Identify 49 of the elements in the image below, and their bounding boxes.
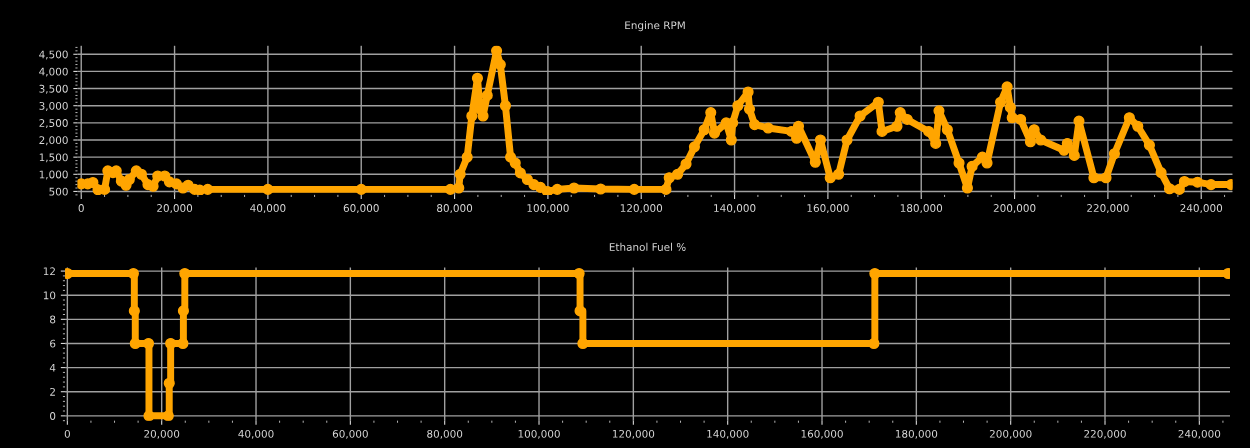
x-tick-label: 80,000 bbox=[427, 429, 463, 439]
x-tick-label: 140,000 bbox=[707, 429, 749, 439]
y-tick-label: 2,000 bbox=[39, 136, 68, 146]
y-tick-label: 4 bbox=[49, 363, 56, 372]
x-tick-label: 140,000 bbox=[714, 204, 756, 214]
x-tick-label: 20,000 bbox=[144, 429, 180, 439]
y-tick-label: 6 bbox=[50, 339, 56, 348]
x-tick-label: 240,000 bbox=[1180, 204, 1223, 214]
chart-title: Ethanol Fuel % bbox=[609, 242, 686, 251]
x-tick-label: 100,000 bbox=[527, 204, 569, 214]
point bbox=[128, 305, 140, 317]
x-tick-label: 160,000 bbox=[801, 429, 843, 439]
x-tick-label: 20,000 bbox=[157, 204, 193, 214]
x-tick-label: 220,000 bbox=[1084, 429, 1126, 439]
y-tick-label: 3,500 bbox=[39, 84, 68, 94]
x-tick-label: 80,000 bbox=[437, 204, 473, 214]
x-tick-label: 40,000 bbox=[250, 204, 286, 214]
x-tick-label: 120,000 bbox=[612, 429, 655, 439]
y-tick-label: 4,000 bbox=[39, 67, 68, 77]
y-tick-label: 1,000 bbox=[39, 170, 68, 180]
y-tick-label: 500 bbox=[49, 187, 68, 196]
chart-title: Engine RPM bbox=[625, 21, 685, 32]
x-tick-label: 200,000 bbox=[989, 429, 1032, 439]
x-tick-label: 160,000 bbox=[807, 204, 849, 214]
x-tick-label: 60,000 bbox=[343, 204, 379, 214]
y-tick-label: 3,000 bbox=[39, 101, 68, 111]
point bbox=[574, 305, 586, 317]
x-tick-label: 200,000 bbox=[993, 204, 1036, 214]
point bbox=[143, 410, 155, 421]
y-tick-label: 10 bbox=[43, 291, 56, 300]
y-tick-label: 12 bbox=[43, 267, 55, 276]
x-tick-label: 220,000 bbox=[1087, 204, 1129, 214]
x-tick-label: 120,000 bbox=[620, 204, 663, 214]
x-tick-label: 240,000 bbox=[1178, 429, 1221, 439]
x-tick-label: 40,000 bbox=[238, 429, 274, 439]
y-tick-label: 1,500 bbox=[39, 153, 68, 163]
x-tick-label: 180,000 bbox=[895, 429, 938, 439]
point bbox=[868, 337, 880, 350]
y-tick-label: 8 bbox=[50, 315, 56, 324]
y-tick-label: 4,500 bbox=[39, 50, 68, 60]
y-tick-label: 0 bbox=[50, 412, 56, 420]
point bbox=[177, 305, 189, 317]
x-tick-label: 100,000 bbox=[518, 429, 560, 439]
x-tick-label: 180,000 bbox=[900, 204, 943, 214]
x-tick-label: 0 bbox=[78, 204, 84, 212]
y-tick-label: 2 bbox=[50, 387, 55, 396]
point bbox=[163, 377, 175, 389]
y-tick-label: 2,500 bbox=[39, 119, 68, 129]
x-tick-label: 60,000 bbox=[332, 429, 368, 439]
